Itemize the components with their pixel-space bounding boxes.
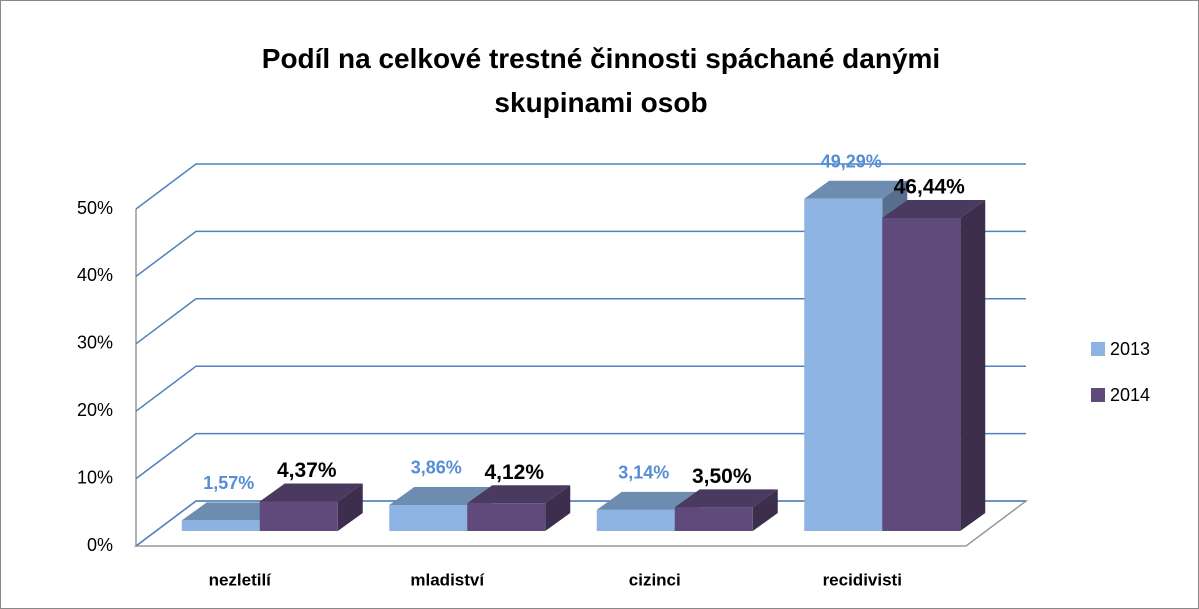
grid-line	[135, 432, 1026, 480]
legend-label: 2014	[1110, 385, 1150, 405]
y-tick-label: 0%	[87, 535, 113, 555]
bar-face	[467, 485, 571, 504]
bar-face	[882, 199, 986, 218]
bar-face	[804, 180, 908, 199]
legend-label: 2013	[1110, 339, 1150, 359]
bar-face	[259, 501, 338, 531]
bar	[882, 199, 986, 532]
x-tick-label: nezletilí	[209, 570, 273, 589]
value-label: 1,57%	[203, 473, 254, 493]
y-tick-label: 20%	[77, 400, 113, 420]
value-label: 4,12%	[484, 461, 544, 484]
value-label: 3,86%	[411, 458, 462, 478]
bar-face	[181, 520, 260, 531]
bar-face	[545, 485, 571, 531]
bar-face	[259, 483, 363, 502]
y-tick-label: 30%	[77, 333, 113, 353]
bar-face	[596, 509, 675, 531]
value-label: 49,29%	[821, 152, 882, 172]
value-label: 4,37%	[277, 459, 337, 482]
legend-swatch	[1091, 342, 1105, 356]
chart-title: Podíl na celkové trestné činnosti spácha…	[261, 43, 941, 118]
y-tick-label: 10%	[77, 467, 113, 487]
y-tick-label: 50%	[77, 198, 113, 218]
bar-face	[752, 489, 778, 531]
y-tick-label: 40%	[77, 265, 113, 285]
value-label: 46,44%	[894, 176, 966, 199]
bar-face	[674, 489, 778, 508]
bar	[467, 485, 571, 531]
grid-line	[135, 230, 1026, 277]
bar-face	[337, 483, 363, 531]
x-tick-label: mladiství	[410, 570, 485, 589]
grid-line	[135, 298, 1026, 345]
value-label: 3,50%	[692, 465, 752, 488]
x-tick-label: recidivisti	[823, 570, 902, 589]
bar-face	[674, 507, 753, 531]
bar-face	[804, 198, 883, 531]
bar-face	[467, 503, 546, 531]
grid-line	[135, 365, 1026, 412]
bar-face	[389, 504, 468, 531]
bar-face	[389, 486, 493, 505]
grid-line	[135, 163, 1026, 210]
x-tick-label: cizinci	[629, 570, 681, 589]
value-label: 3,14%	[618, 463, 669, 483]
bar-face	[596, 491, 700, 510]
bar-face	[181, 502, 285, 521]
legend-swatch	[1091, 388, 1105, 402]
bar	[674, 489, 778, 531]
bar-face	[960, 199, 986, 532]
bar-face	[882, 217, 961, 532]
bar	[259, 483, 363, 531]
